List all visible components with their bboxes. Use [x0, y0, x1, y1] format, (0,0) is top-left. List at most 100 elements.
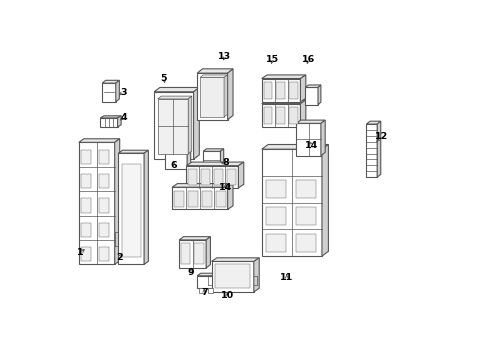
Polygon shape: [197, 73, 227, 120]
Text: 7: 7: [201, 288, 207, 297]
Polygon shape: [376, 121, 380, 177]
Polygon shape: [158, 96, 191, 99]
Polygon shape: [81, 223, 91, 237]
Polygon shape: [320, 120, 325, 156]
Polygon shape: [118, 150, 148, 153]
Text: 12: 12: [374, 132, 387, 141]
Polygon shape: [305, 85, 320, 87]
Polygon shape: [197, 69, 233, 73]
Polygon shape: [276, 82, 285, 99]
Polygon shape: [81, 149, 91, 164]
Text: 8: 8: [222, 158, 229, 167]
Polygon shape: [187, 191, 197, 207]
Polygon shape: [186, 166, 238, 188]
Polygon shape: [366, 124, 376, 177]
Polygon shape: [215, 191, 225, 207]
Polygon shape: [296, 120, 325, 123]
Text: 16: 16: [301, 55, 314, 64]
Polygon shape: [201, 169, 210, 185]
Polygon shape: [199, 288, 204, 293]
Polygon shape: [276, 107, 285, 124]
Text: 4: 4: [121, 113, 127, 122]
Polygon shape: [261, 144, 328, 149]
Polygon shape: [265, 207, 285, 225]
Polygon shape: [172, 187, 227, 210]
Polygon shape: [203, 151, 220, 169]
Polygon shape: [227, 69, 233, 120]
Polygon shape: [102, 83, 116, 102]
Text: 9: 9: [187, 268, 194, 277]
Polygon shape: [154, 87, 199, 92]
Polygon shape: [263, 107, 272, 124]
Polygon shape: [117, 116, 121, 127]
Polygon shape: [214, 169, 223, 185]
Polygon shape: [261, 149, 321, 256]
Polygon shape: [172, 184, 233, 187]
Polygon shape: [99, 198, 109, 213]
Polygon shape: [99, 247, 109, 261]
Polygon shape: [200, 77, 224, 117]
Polygon shape: [220, 149, 223, 169]
Text: 5: 5: [160, 75, 167, 84]
Polygon shape: [164, 148, 187, 169]
Polygon shape: [289, 107, 298, 124]
Text: 3: 3: [120, 87, 127, 96]
Polygon shape: [200, 75, 227, 77]
Polygon shape: [366, 121, 380, 124]
Polygon shape: [115, 139, 120, 264]
Text: 6: 6: [170, 161, 177, 170]
Polygon shape: [203, 149, 223, 151]
Polygon shape: [100, 118, 117, 127]
Polygon shape: [217, 273, 220, 288]
Polygon shape: [116, 80, 119, 102]
Text: 15: 15: [265, 55, 279, 64]
Polygon shape: [296, 123, 320, 156]
Polygon shape: [158, 99, 188, 154]
Polygon shape: [179, 240, 206, 268]
Text: 14: 14: [305, 141, 318, 150]
Polygon shape: [238, 162, 244, 188]
Polygon shape: [265, 234, 285, 252]
Polygon shape: [79, 139, 120, 142]
Polygon shape: [215, 264, 250, 288]
Polygon shape: [154, 92, 193, 159]
Text: 2: 2: [116, 253, 123, 262]
Polygon shape: [99, 149, 109, 164]
Text: 1: 1: [77, 248, 83, 257]
Text: 14: 14: [219, 183, 232, 192]
Text: 11: 11: [280, 273, 293, 282]
Polygon shape: [197, 276, 217, 288]
Polygon shape: [81, 198, 91, 213]
Polygon shape: [253, 258, 259, 292]
Polygon shape: [100, 116, 121, 118]
Polygon shape: [81, 247, 91, 261]
Polygon shape: [296, 180, 315, 198]
Polygon shape: [144, 150, 148, 264]
Polygon shape: [118, 153, 144, 264]
Polygon shape: [305, 87, 317, 105]
Polygon shape: [188, 169, 197, 185]
Polygon shape: [211, 261, 253, 292]
Polygon shape: [261, 104, 300, 127]
Polygon shape: [164, 146, 190, 148]
Polygon shape: [261, 100, 305, 104]
Polygon shape: [224, 75, 227, 117]
Polygon shape: [296, 234, 315, 252]
Polygon shape: [99, 174, 109, 188]
Polygon shape: [211, 258, 259, 261]
Polygon shape: [201, 191, 211, 207]
Polygon shape: [181, 243, 190, 264]
Polygon shape: [261, 78, 300, 102]
Polygon shape: [206, 237, 210, 268]
Polygon shape: [296, 207, 315, 225]
Polygon shape: [265, 180, 285, 198]
Polygon shape: [227, 184, 233, 210]
Polygon shape: [263, 82, 272, 99]
Polygon shape: [102, 80, 119, 83]
Polygon shape: [187, 146, 190, 169]
Text: 13: 13: [218, 52, 231, 61]
Polygon shape: [321, 144, 328, 256]
Polygon shape: [188, 96, 191, 154]
Polygon shape: [194, 243, 203, 264]
Polygon shape: [179, 237, 210, 240]
